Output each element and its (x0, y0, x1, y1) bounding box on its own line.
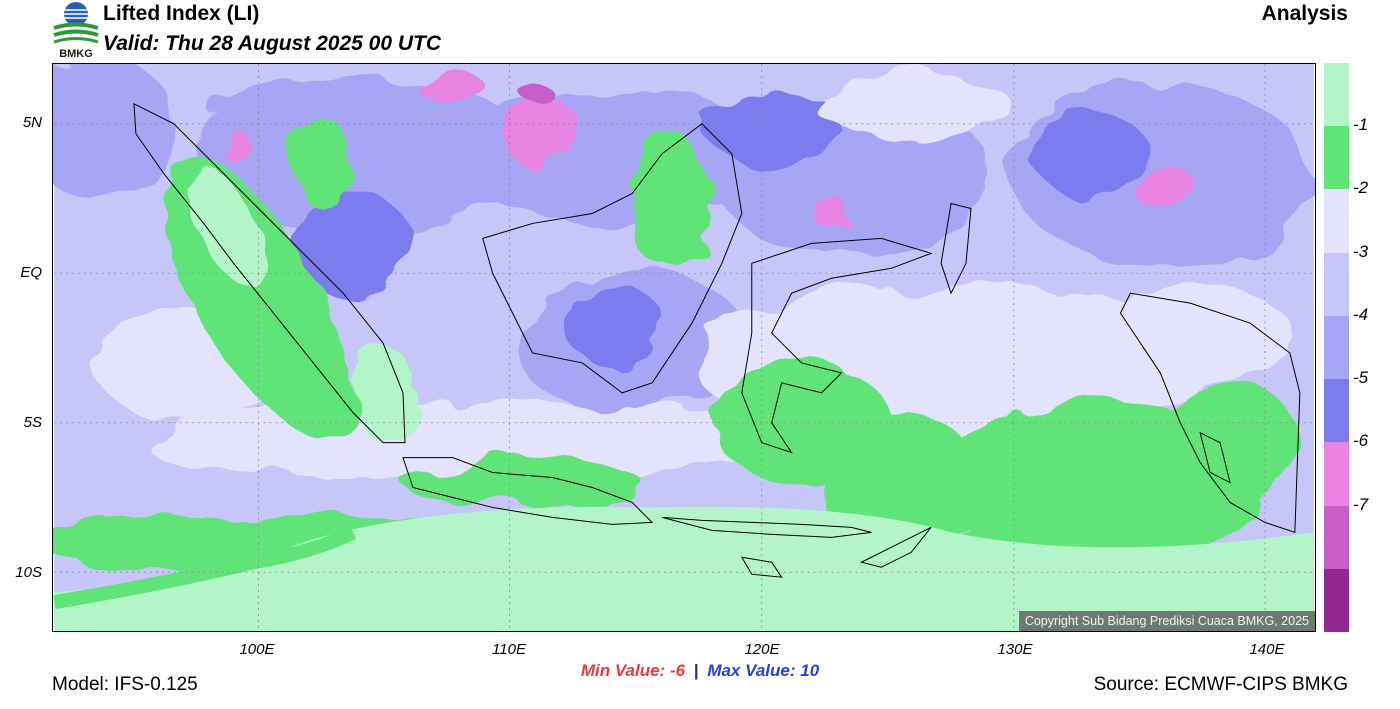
valid-time: Valid: Thu 28 August 2025 00 UTC (103, 32, 442, 55)
logo-text: BMKG (59, 48, 93, 59)
legend-label: -3 (1353, 241, 1369, 261)
min-max-values: Min Value: -6 | Max Value: 10 (0, 661, 1400, 681)
min-value: -6 (669, 661, 686, 680)
map-title: Lifted Index (LI) (103, 2, 260, 25)
lon-label-120e: 120E (744, 641, 780, 658)
model-label: Model: IFS-0.125 (52, 674, 198, 695)
lat-label-5n: 5N (22, 114, 42, 131)
li-map (52, 63, 1316, 632)
min-label: Min Value: (580, 661, 666, 680)
legend-label: -6 (1353, 431, 1369, 451)
legend-label: -7 (1353, 494, 1369, 514)
source-label: Source: ECMWF-CIPS BMKG (1093, 674, 1348, 695)
legend-swatch (1324, 379, 1349, 443)
legend-label: -4 (1353, 304, 1369, 324)
lon-label-130e: 130E (997, 641, 1033, 658)
lon-label-110e: 110E (492, 641, 526, 658)
graticule (54, 64, 1314, 631)
legend-swatch (1324, 568, 1349, 633)
legend-swatch (1324, 315, 1349, 380)
legend-swatch (1324, 126, 1349, 190)
legend-swatch (1324, 63, 1349, 127)
legend-label: -1 (1353, 115, 1369, 135)
legend-label: -2 (1353, 178, 1369, 198)
separator: | (693, 661, 699, 680)
lat-label-eq: EQ (20, 264, 42, 281)
coastlines (133, 103, 1301, 578)
lon-label-140e: 140E (1249, 641, 1285, 658)
legend-swatch (1324, 505, 1349, 570)
bmkg-logo: BMKG (53, 2, 99, 59)
legend-label: -5 (1353, 368, 1369, 388)
lon-label-100e: 100E (239, 641, 275, 658)
lat-label-5s: 5S (23, 414, 42, 431)
lat-label-10s: 10S (15, 564, 42, 581)
legend-swatch (1324, 189, 1349, 254)
max-value: 10 (800, 661, 820, 680)
max-label: Max Value: (707, 661, 796, 680)
legend-swatch (1324, 252, 1349, 317)
color-legend (1324, 63, 1349, 633)
analysis-label: Analysis (1261, 2, 1348, 25)
copyright-notice: Copyright Sub Bidang Prediksi Cuaca BMKG… (1018, 611, 1315, 631)
legend-swatch (1324, 442, 1349, 507)
